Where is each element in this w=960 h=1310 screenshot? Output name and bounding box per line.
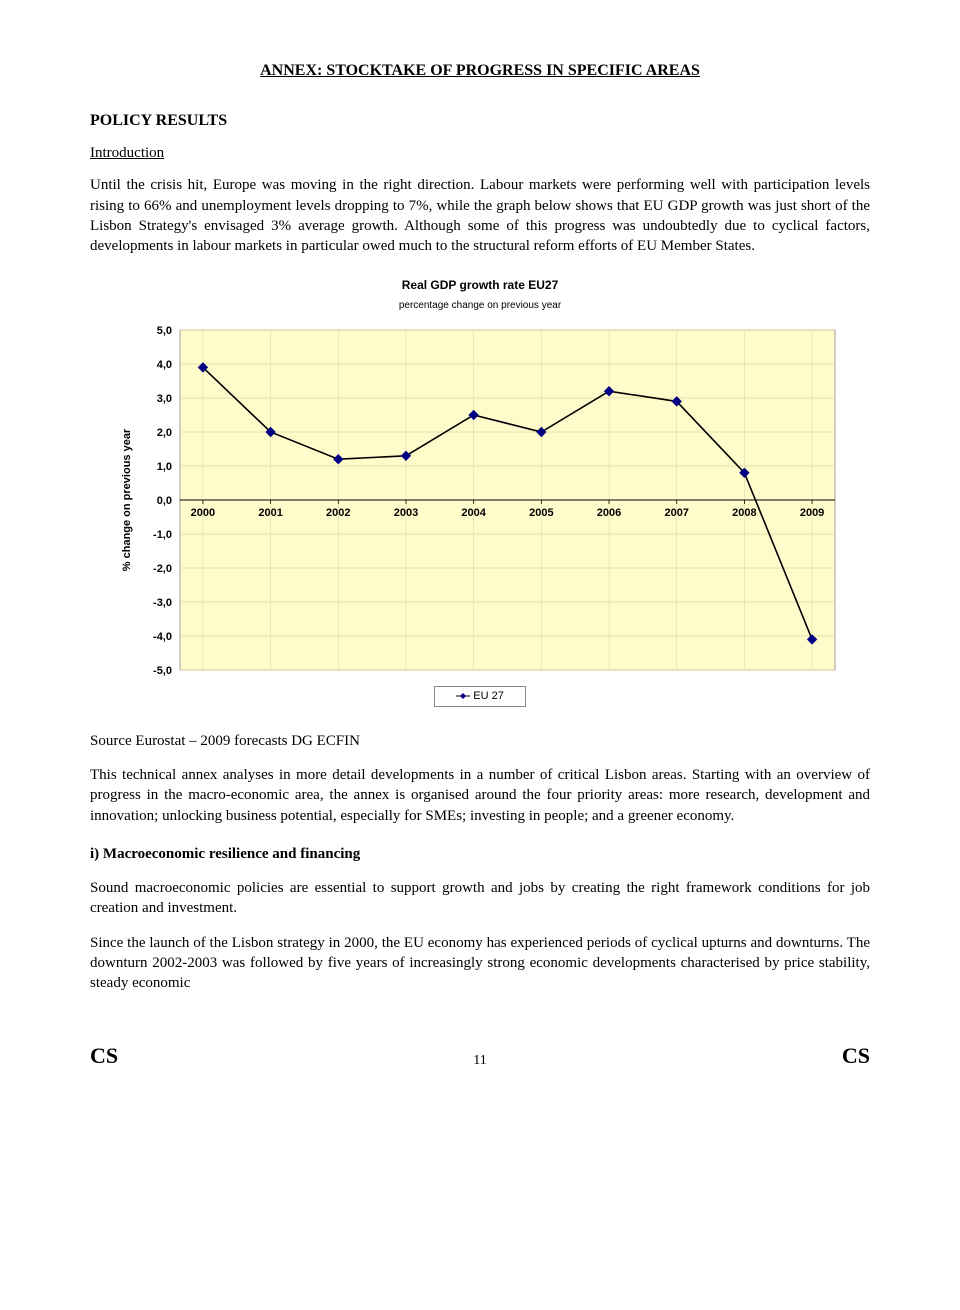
svg-text:3,0: 3,0 [157, 393, 172, 405]
page-footer: CS 11 CS [90, 1041, 870, 1071]
subheading-macro: i) Macroeconomic resilience and financin… [90, 844, 870, 864]
footer-right: CS [842, 1041, 870, 1071]
svg-text:% change on previous year: % change on previous year [121, 428, 133, 571]
svg-text:2006: 2006 [597, 507, 621, 519]
footer-page-number: 11 [473, 1052, 486, 1071]
svg-text:2004: 2004 [461, 507, 486, 519]
svg-text:2008: 2008 [732, 507, 756, 519]
annex-title: ANNEX: STOCKTAKE OF PROGRESS IN SPECIFIC… [90, 60, 870, 82]
svg-text:-1,0: -1,0 [153, 529, 172, 541]
svg-text:2009: 2009 [800, 507, 824, 519]
source-line: Source Eurostat – 2009 forecasts DG ECFI… [90, 731, 870, 751]
svg-text:2003: 2003 [394, 507, 418, 519]
svg-text:-2,0: -2,0 [153, 563, 172, 575]
chart-svg: -5,0 -4,0 -3,0 -2,0 -1,0 0,0 1,0 2,0 3,0 4,0 5,0 % … [110, 320, 850, 680]
chart-title: Real GDP growth rate EU27 percentage cha… [90, 276, 870, 314]
legend-label: EU 27 [473, 690, 504, 702]
svg-text:2002: 2002 [326, 507, 350, 519]
gdp-chart: Real GDP growth rate EU27 percentage cha… [90, 276, 870, 706]
svg-text:2005: 2005 [529, 507, 553, 519]
intro-paragraph: Until the crisis hit, Europe was moving … [90, 175, 870, 256]
chart-title-main: Real GDP growth rate EU27 [402, 278, 559, 292]
svg-text:1,0: 1,0 [157, 461, 172, 473]
section-heading-policy-results: POLICY RESULTS [90, 110, 870, 132]
svg-text:2000: 2000 [191, 507, 215, 519]
svg-text:2007: 2007 [664, 507, 688, 519]
intro-heading: Introduction [90, 143, 870, 163]
svg-text:2001: 2001 [258, 507, 282, 519]
svg-text:5,0: 5,0 [157, 325, 172, 337]
svg-text:4,0: 4,0 [157, 359, 172, 371]
macro-paragraph-1: Sound macroeconomic policies are essenti… [90, 878, 870, 919]
svg-text:-3,0: -3,0 [153, 597, 172, 609]
chart-title-sub: percentage change on previous year [399, 300, 561, 311]
svg-text:-4,0: -4,0 [153, 631, 172, 643]
chart-legend: EU 27 [434, 686, 526, 707]
footer-left: CS [90, 1041, 118, 1071]
annex-description-paragraph: This technical annex analyses in more de… [90, 765, 870, 826]
macro-paragraph-2: Since the launch of the Lisbon strategy … [90, 933, 870, 994]
svg-text:0,0: 0,0 [157, 495, 172, 507]
svg-text:2,0: 2,0 [157, 427, 172, 439]
svg-text:-5,0: -5,0 [153, 665, 172, 677]
legend-marker-icon [460, 693, 466, 699]
